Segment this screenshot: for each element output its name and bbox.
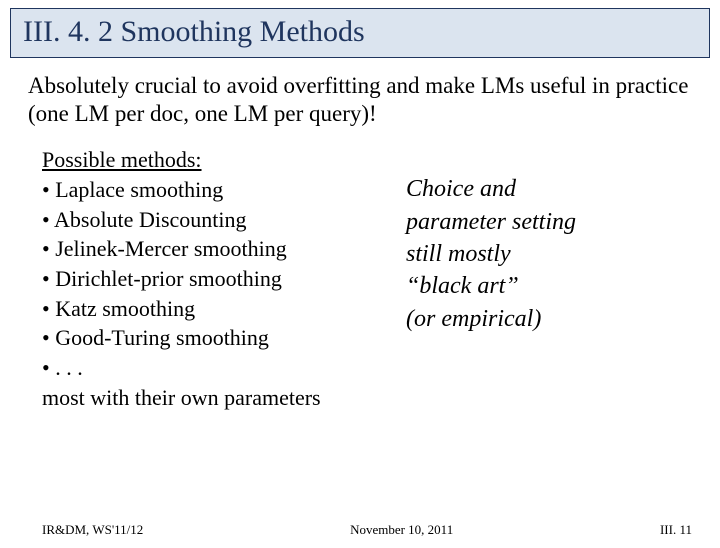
footer-right: III. 11 (660, 522, 692, 538)
method-label: Laplace smoothing (55, 177, 223, 202)
method-item: • Dirichlet-prior smoothing (42, 264, 382, 294)
methods-column: Possible methods: • Laplace smoothing • … (42, 145, 382, 412)
footer-center: November 10, 2011 (350, 522, 453, 538)
method-item: • Laplace smoothing (42, 175, 382, 205)
choice-line: parameter setting (406, 206, 692, 238)
slide-title: III. 4. 2 Smoothing Methods (23, 15, 697, 49)
choice-line: Choice and (406, 173, 692, 205)
method-item: • Jelinek-Mercer smoothing (42, 234, 382, 264)
choice-column: Choice and parameter setting still mostl… (406, 145, 692, 412)
method-label: Jelinek-Mercer smoothing (55, 236, 287, 261)
content-row: Possible methods: • Laplace smoothing • … (42, 145, 692, 412)
method-item: • . . . (42, 353, 382, 383)
method-label: Absolute Discounting (54, 207, 247, 232)
intro-text: Absolutely crucial to avoid overfitting … (28, 72, 692, 127)
slide-footer: IR&DM, WS'11/12 November 10, 2011 III. 1… (0, 522, 720, 538)
slide-title-box: III. 4. 2 Smoothing Methods (10, 8, 710, 58)
choice-line: “black art” (406, 270, 692, 302)
method-item: • Absolute Discounting (42, 205, 382, 235)
choice-line: (or empirical) (406, 303, 692, 335)
method-label: . . . (55, 355, 83, 380)
method-item: • Katz smoothing (42, 294, 382, 324)
method-label: Dirichlet-prior smoothing (55, 266, 282, 291)
methods-closing: most with their own parameters (42, 383, 382, 413)
method-item: • Good-Turing smoothing (42, 323, 382, 353)
method-label: Katz smoothing (55, 296, 195, 321)
choice-line: still mostly (406, 238, 692, 270)
method-label: Good-Turing smoothing (55, 325, 269, 350)
methods-heading: Possible methods: (42, 145, 382, 175)
footer-left: IR&DM, WS'11/12 (42, 522, 143, 538)
